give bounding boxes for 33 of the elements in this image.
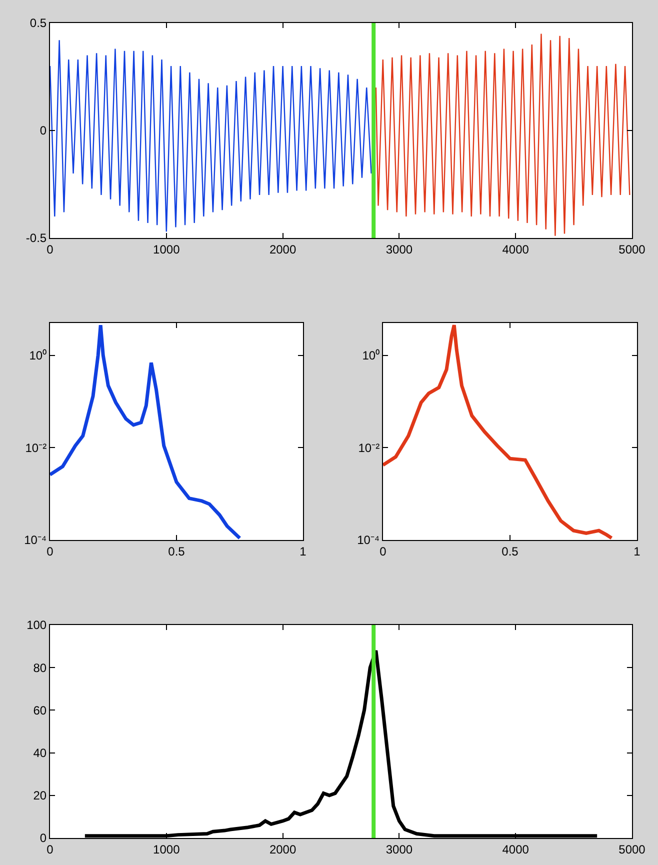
y-tick-label: 10⁰: [29, 348, 47, 362]
y-tick-label: 0: [40, 831, 47, 846]
line-series: [50, 40, 372, 232]
y-tick-label: 10⁻²: [25, 440, 47, 455]
x-tick-label: 0.5: [502, 544, 519, 558]
x-tick-label: 2000: [269, 842, 296, 856]
line-series: [383, 323, 614, 540]
x-tick-label: 3000: [386, 842, 413, 856]
x-tick-label: 2000: [269, 242, 296, 256]
y-tick-label: 10⁻⁴: [24, 533, 47, 548]
y-tick-label: 80: [33, 660, 47, 675]
y-tick-label: 10⁻⁴: [357, 533, 380, 548]
y-tick-label: 60: [33, 703, 47, 718]
x-tick-label: 5000: [618, 842, 646, 856]
y-tick-label: 10⁻²: [358, 440, 380, 455]
line-series: [375, 33, 630, 236]
y-tick-label: 0.5: [30, 16, 47, 30]
y-tick-label: 10⁰: [362, 348, 380, 362]
y-tick-label: 20: [33, 788, 47, 803]
x-tick-label: 4000: [502, 842, 530, 856]
x-tick-label: 4000: [502, 242, 530, 256]
y-tick-label: -0.5: [26, 231, 47, 246]
x-tick-label: 1: [300, 544, 307, 558]
y-tick-label: 100: [26, 618, 47, 632]
x-tick-label: 1000: [153, 242, 180, 256]
x-tick-label: 1: [634, 544, 641, 558]
y-tick-label: 0: [40, 124, 47, 138]
y-tick-label: 40: [33, 746, 47, 760]
x-tick-label: 1000: [153, 842, 180, 856]
line-series: [50, 323, 242, 540]
x-tick-label: 5000: [618, 242, 646, 256]
x-tick-label: 0.5: [168, 544, 186, 558]
x-tick-label: 3000: [386, 242, 413, 256]
